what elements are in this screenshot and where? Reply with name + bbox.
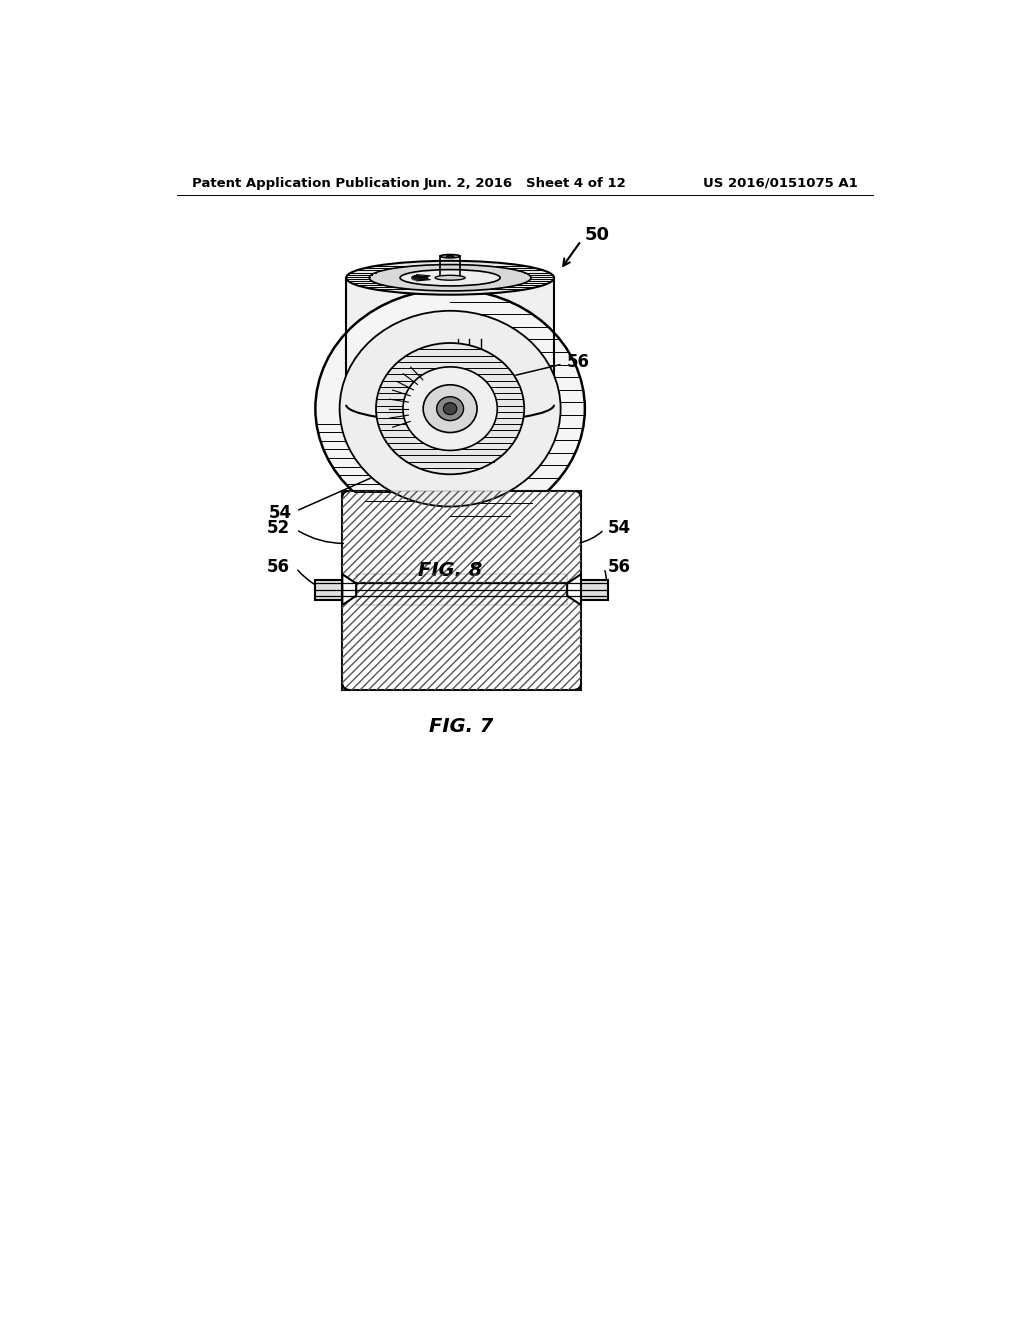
Ellipse shape: [423, 385, 477, 433]
Text: 50: 50: [585, 227, 610, 244]
Text: 56: 56: [608, 557, 631, 576]
Bar: [356, 574, 567, 605]
Text: FIG. 7: FIG. 7: [429, 717, 494, 737]
Polygon shape: [342, 574, 356, 605]
Ellipse shape: [435, 276, 465, 280]
Text: FIG. 8: FIG. 8: [418, 561, 482, 579]
Text: US 2016/0151075 A1: US 2016/0151075 A1: [702, 177, 857, 190]
Text: FIG. 6: FIG. 6: [418, 432, 482, 451]
Ellipse shape: [370, 264, 531, 290]
Ellipse shape: [403, 367, 498, 450]
Ellipse shape: [440, 255, 460, 257]
Text: 52: 52: [267, 519, 290, 537]
Ellipse shape: [400, 269, 500, 286]
Ellipse shape: [346, 261, 554, 294]
Bar: [342, 583, 581, 689]
Text: 54: 54: [269, 504, 292, 521]
Bar: [315, 579, 342, 599]
Ellipse shape: [340, 310, 560, 507]
Bar: [342, 583, 581, 689]
Ellipse shape: [443, 403, 457, 414]
Text: 54: 54: [608, 519, 631, 537]
Text: Patent Application Publication: Patent Application Publication: [193, 177, 420, 190]
Ellipse shape: [315, 289, 585, 528]
Ellipse shape: [436, 397, 464, 421]
Polygon shape: [567, 574, 581, 605]
Text: Jun. 2, 2016   Sheet 4 of 12: Jun. 2, 2016 Sheet 4 of 12: [424, 177, 626, 190]
Bar: [342, 491, 581, 583]
Text: 56: 56: [566, 354, 590, 371]
Text: 56: 56: [267, 557, 290, 576]
Bar: [342, 491, 581, 583]
Bar: [581, 579, 608, 599]
Ellipse shape: [376, 343, 524, 474]
Ellipse shape: [346, 388, 554, 422]
Polygon shape: [346, 277, 554, 405]
